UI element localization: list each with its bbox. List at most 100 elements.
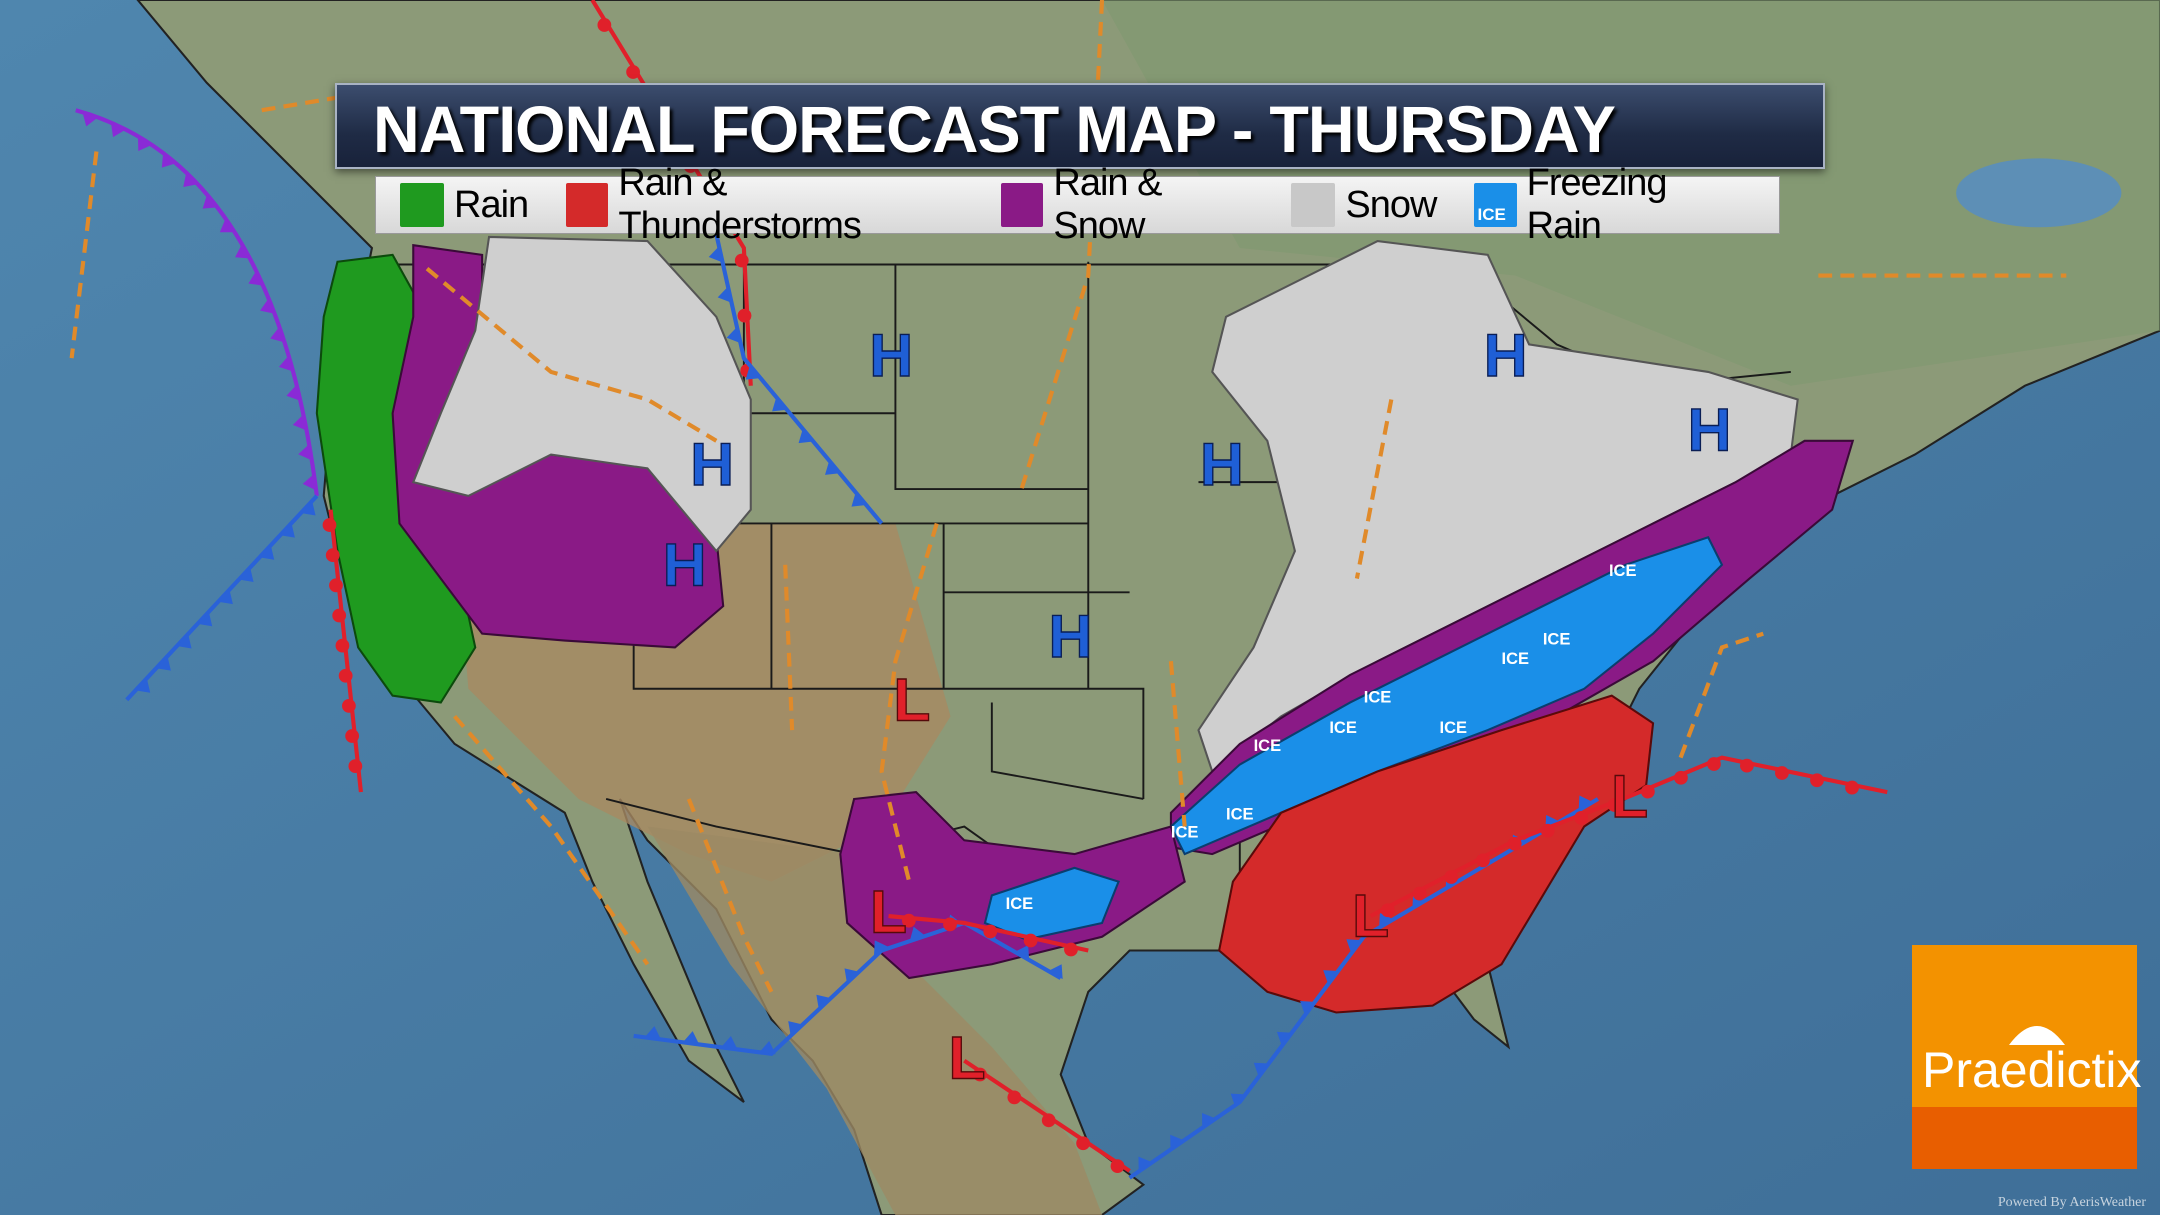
cold-front-marker bbox=[909, 926, 926, 942]
warm-front-bump bbox=[734, 253, 749, 268]
occluded-front-marker bbox=[82, 111, 99, 127]
warm-front-bump bbox=[1041, 1113, 1056, 1128]
cold-front-marker bbox=[1300, 1001, 1315, 1016]
high-pressure-marker: H bbox=[869, 321, 913, 389]
cold-front-marker bbox=[1230, 1093, 1246, 1108]
high-pressure-marker: H bbox=[690, 430, 734, 498]
ice-label: ICE bbox=[1329, 718, 1357, 737]
warm-front-bump bbox=[338, 668, 353, 683]
warm-front-bump bbox=[1707, 757, 1721, 771]
powered-by: Powered By AerisWeather bbox=[1997, 1195, 2146, 1210]
ice-label: ICE bbox=[1254, 736, 1282, 755]
high-pressure-marker: H bbox=[1048, 602, 1092, 670]
troughs bbox=[69, 0, 2067, 993]
cold-front-marker bbox=[1276, 1031, 1292, 1046]
cold-front-marker bbox=[218, 589, 233, 605]
cold-front-marker bbox=[1170, 1134, 1185, 1150]
warm-front-bump bbox=[1064, 942, 1078, 957]
cold-front-marker bbox=[874, 940, 889, 956]
logo-bottom-band bbox=[1912, 1107, 2137, 1169]
occluded-front-marker bbox=[292, 414, 307, 431]
legend-label: Rain bbox=[454, 183, 529, 226]
brand-name: Praedictix bbox=[1922, 1042, 2142, 1098]
warm-front-bump bbox=[1007, 1090, 1022, 1105]
trough-line bbox=[261, 94, 345, 113]
praedictix-logo: Praedictix bbox=[1912, 945, 2142, 1169]
ice-label: ICE bbox=[1226, 805, 1254, 824]
warm-front-bump bbox=[1540, 823, 1555, 838]
occluded-front-marker bbox=[202, 194, 218, 209]
cold-front-marker bbox=[1323, 970, 1339, 985]
warm-front-bump bbox=[1845, 780, 1859, 795]
snowflake-icon bbox=[1001, 183, 1044, 227]
freezing-rain-band-east bbox=[1169, 535, 1724, 856]
legend-label: Rain & Thunderstorms bbox=[618, 162, 862, 247]
warm-front-bump bbox=[626, 65, 640, 79]
snow-area-northwest bbox=[411, 235, 752, 553]
high-pressure-marker: H bbox=[1200, 430, 1244, 498]
cold-front-line bbox=[1128, 797, 1600, 1180]
high-pressure-marker: H bbox=[1484, 321, 1528, 389]
warm-front-bump bbox=[901, 913, 916, 928]
warm-front-bump bbox=[1775, 766, 1789, 780]
legend-label: Rain & Snow bbox=[1053, 162, 1162, 247]
cold-front-marker bbox=[1578, 795, 1593, 811]
legend-item-freezing-rain: ICE Freezing Rain bbox=[1474, 162, 1741, 248]
warm-front-bump bbox=[342, 698, 356, 713]
trough-line bbox=[69, 151, 99, 359]
warm-front-bump bbox=[1412, 886, 1427, 901]
umbrella-icon bbox=[2009, 1026, 2065, 1045]
cold-front-marker bbox=[238, 567, 254, 582]
ice-label: ICE bbox=[1502, 649, 1530, 668]
ice-labels: ICE ICE ICE ICE ICE ICE ICE ICE ICE ICE bbox=[1006, 561, 1637, 913]
cold-front-marker bbox=[644, 1026, 661, 1040]
snowflake-icon bbox=[1291, 183, 1336, 227]
ice-label: ICE bbox=[1006, 894, 1034, 913]
warm-front-bump bbox=[335, 638, 350, 653]
cold-front-marker bbox=[851, 492, 867, 507]
high-pressure-marker: H bbox=[1688, 395, 1732, 463]
legend: Rain Rain & Thunderstorms Rain & Snow Sn… bbox=[375, 162, 1780, 247]
freezing-rain-area-texas bbox=[983, 866, 1120, 941]
trough-line bbox=[1168, 661, 1187, 827]
warm-front-bump bbox=[1476, 853, 1490, 868]
warm-front-bump bbox=[1674, 770, 1688, 785]
occluded-front-marker bbox=[286, 384, 301, 401]
warm-front-bump bbox=[332, 608, 347, 623]
lightning-icon bbox=[566, 183, 609, 227]
high-pressure-marker: H bbox=[663, 530, 707, 598]
cold-front-marker bbox=[135, 678, 151, 693]
low-pressure-marker: L bbox=[1611, 762, 1648, 830]
trough-line bbox=[686, 798, 774, 993]
cold-front-marker bbox=[788, 1021, 803, 1036]
warm-front-bump bbox=[1076, 1136, 1090, 1151]
precip-areas bbox=[315, 235, 1855, 1014]
warm-front-bump bbox=[1574, 810, 1589, 825]
legend-item-rain: Rain bbox=[400, 183, 529, 227]
ice-label: ICE bbox=[1609, 561, 1637, 580]
warm-front-bump bbox=[737, 308, 752, 323]
legend-label: Freezing Rain bbox=[1526, 162, 1668, 247]
warm-front-bump bbox=[973, 1067, 987, 1082]
cold-front-marker bbox=[816, 994, 831, 1010]
cold-front-marker bbox=[825, 460, 840, 475]
title-bar: NATIONAL FORECAST MAP - THURSDAY bbox=[335, 83, 1825, 169]
cold-front-marker bbox=[1379, 912, 1394, 928]
occluded-front-marker bbox=[183, 172, 198, 188]
warm-front-bump bbox=[983, 924, 998, 939]
warm-front-bump bbox=[1507, 836, 1522, 851]
raindrop-icon bbox=[400, 183, 444, 227]
occluded-front-marker bbox=[235, 243, 250, 259]
occluded-front-marker bbox=[278, 355, 294, 372]
occluded-front-marker bbox=[161, 152, 177, 168]
page-title: NATIONAL FORECAST MAP - THURSDAY bbox=[373, 92, 1616, 166]
warm-front-bump bbox=[1810, 773, 1824, 788]
cold-front-marker bbox=[1202, 1112, 1216, 1128]
occluded-front-marker bbox=[302, 474, 317, 491]
cold-front-marker bbox=[197, 611, 213, 627]
cold-front-marker bbox=[259, 545, 275, 560]
rain-snow-area-texas bbox=[839, 791, 1186, 980]
warm-front-bump bbox=[597, 18, 612, 32]
ice-label: ICE bbox=[1543, 630, 1571, 649]
